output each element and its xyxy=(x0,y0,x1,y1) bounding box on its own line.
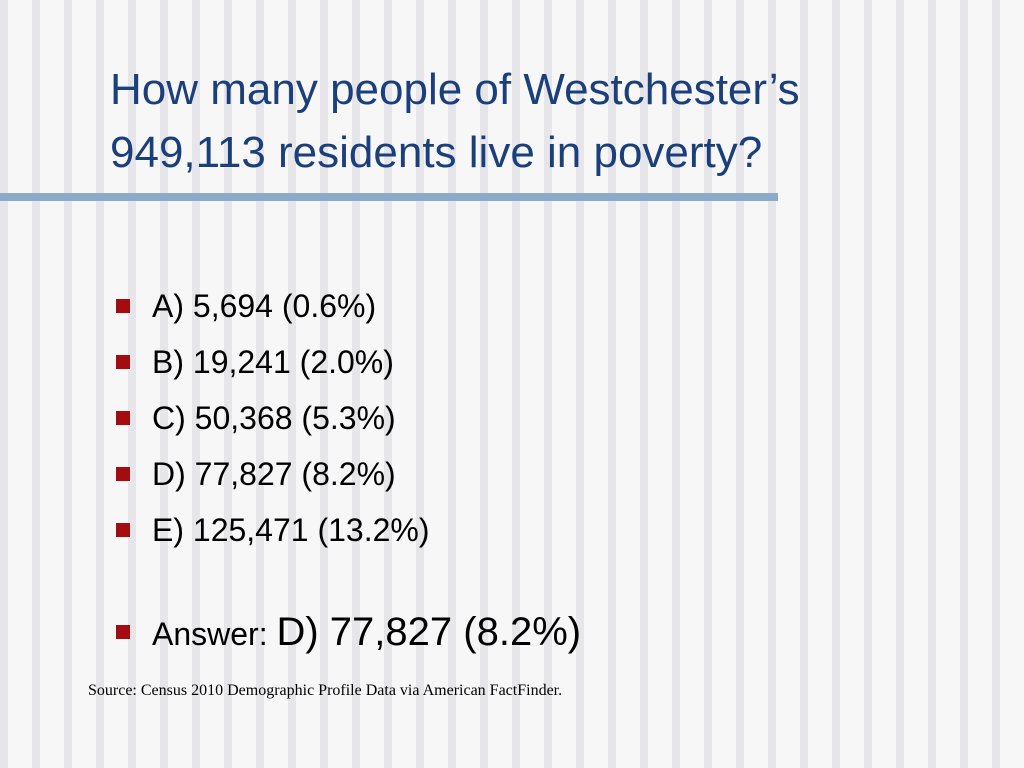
square-bullet-icon xyxy=(116,299,130,313)
option-b: B) 19,241 (2.0%) xyxy=(116,334,430,390)
option-e: E) 125,471 (13.2%) xyxy=(116,502,430,558)
title-divider xyxy=(0,193,778,201)
square-bullet-icon xyxy=(116,625,130,639)
option-a-label: A) 5,694 (0.6%) xyxy=(152,288,377,324)
answer-label: Answer: xyxy=(152,616,277,652)
source-note: Source: Census 2010 Demographic Profile … xyxy=(88,682,563,699)
title-line-1: How many people of Westchester’s xyxy=(110,65,800,114)
title-line-2: 949,113 residents live in poverty? xyxy=(110,128,763,177)
option-d: D) 77,827 (8.2%) xyxy=(116,446,430,502)
option-c-label: C) 50,368 (5.3%) xyxy=(152,400,396,436)
option-a: A) 5,694 (0.6%) xyxy=(116,278,430,334)
option-c: C) 50,368 (5.3%) xyxy=(116,390,430,446)
option-d-label: D) 77,827 (8.2%) xyxy=(152,456,396,492)
option-e-label: E) 125,471 (13.2%) xyxy=(152,512,430,548)
square-bullet-icon xyxy=(116,355,130,369)
square-bullet-icon xyxy=(116,467,130,481)
square-bullet-icon xyxy=(116,411,130,425)
option-b-label: B) 19,241 (2.0%) xyxy=(152,344,394,380)
answer-value: D) 77,827 (8.2%) xyxy=(276,610,582,654)
square-bullet-icon xyxy=(116,523,130,537)
answer-options-list: A) 5,694 (0.6%) B) 19,241 (2.0%) C) 50,3… xyxy=(116,278,430,558)
slide-title: How many people of Westchester’s 949,113… xyxy=(110,58,970,184)
answer-line: Answer: D) 77,827 (8.2%) xyxy=(116,600,581,664)
